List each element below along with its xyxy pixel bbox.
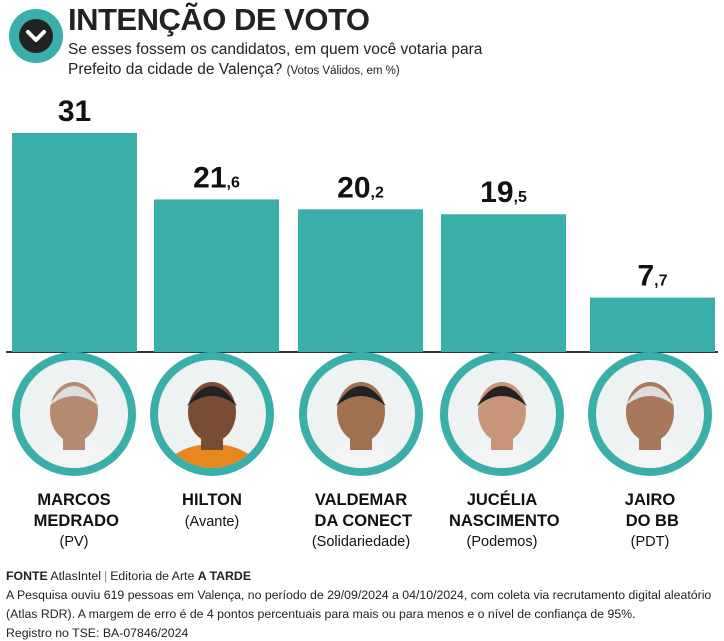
photo-body <box>311 444 411 468</box>
source: AtlasIntel <box>50 569 102 583</box>
bar <box>12 133 137 352</box>
photo <box>311 382 411 468</box>
candidate-name: VALDEMAR DA CONECT <box>310 491 412 530</box>
footer: FONTE AtlasIntel | Editoria de Arte A TARD… <box>6 567 718 641</box>
icon-inner <box>19 19 53 53</box>
photo-hair <box>625 386 675 406</box>
party: (Solidariedade) <box>312 534 410 550</box>
party: (Avante) <box>185 514 240 530</box>
bar <box>590 297 715 352</box>
photo-body <box>600 444 700 468</box>
subtitle-block: Se esses fossem os candidatos, em quem v… <box>68 40 488 81</box>
photo-body <box>452 444 552 468</box>
candidate-name: JUCÉLIA NASCIMENTO <box>444 490 559 530</box>
title: INTENÇÃO DE VOTO <box>68 2 370 37</box>
bar <box>154 199 279 352</box>
photo-hair <box>49 386 99 406</box>
value-label: 21,6 <box>193 161 240 194</box>
candidate-name: MARCOS MEDRADO <box>29 491 119 530</box>
icon-chevron <box>26 30 46 42</box>
value-label: 31 <box>58 95 91 128</box>
photo <box>452 382 552 468</box>
candidate-name: JAIRO DO BB <box>621 491 679 530</box>
photo-hair <box>477 386 527 406</box>
candidate-name: HILTON <box>182 491 242 509</box>
photo <box>600 382 700 468</box>
value-label: 19,5 <box>480 176 527 209</box>
note: (Votos Válidos, em %) <box>286 65 400 77</box>
bar <box>441 214 566 352</box>
photo-body <box>24 444 124 468</box>
photo-body <box>162 444 262 468</box>
bar <box>298 209 423 352</box>
credit: A TARDE <box>197 569 252 583</box>
party: (PDT) <box>631 534 670 550</box>
photo-hair <box>187 386 237 406</box>
value-label: 7,7 <box>637 260 667 293</box>
party: (Podemos) <box>467 534 538 550</box>
photo <box>24 382 124 468</box>
methodology: A Pesquisa ouviu 619 pessoas em Valença,… <box>6 588 712 621</box>
source-label: FONTE <box>6 569 48 583</box>
separator: | <box>104 569 108 583</box>
photo <box>162 382 262 468</box>
credit-label: Editoria de Arte <box>110 569 195 583</box>
party: (PV) <box>60 534 89 550</box>
value-label: 20,2 <box>337 171 384 204</box>
photo-hair <box>336 386 386 406</box>
registry: Registro no TSE: BA-07846/2024 <box>6 626 189 640</box>
subtitle: Se esses fossem os candidatos, em quem v… <box>68 41 483 78</box>
